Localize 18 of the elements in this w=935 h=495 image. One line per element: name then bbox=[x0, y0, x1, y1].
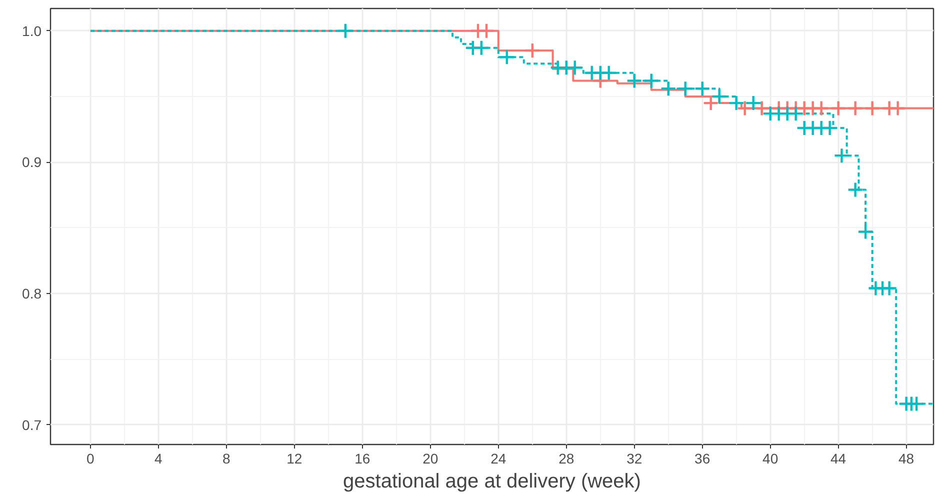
y-tick-label: 1.0 bbox=[22, 22, 42, 39]
x-tick-label: 40 bbox=[762, 450, 778, 466]
y-tick-label: 0.8 bbox=[22, 285, 42, 302]
x-tick-label: 20 bbox=[422, 450, 438, 466]
x-tick-label: 0 bbox=[86, 450, 95, 466]
x-axis-title: gestational age at delivery (week) bbox=[343, 470, 641, 492]
y-tick-label: 0.7 bbox=[22, 416, 42, 433]
x-tick-label: 12 bbox=[286, 450, 302, 466]
x-tick-label: 24 bbox=[490, 450, 506, 466]
x-tick-label: 44 bbox=[830, 450, 846, 466]
x-tick-label: 36 bbox=[694, 450, 710, 466]
x-tick-label: 8 bbox=[222, 450, 231, 466]
x-tick-label: 16 bbox=[354, 450, 370, 466]
x-tick-label: 32 bbox=[626, 450, 642, 466]
x-tick-label: 28 bbox=[558, 450, 574, 466]
x-tick-label: 4 bbox=[154, 450, 163, 466]
x-tick-label: 48 bbox=[898, 450, 914, 466]
y-tick-label: 0.9 bbox=[22, 154, 42, 170]
